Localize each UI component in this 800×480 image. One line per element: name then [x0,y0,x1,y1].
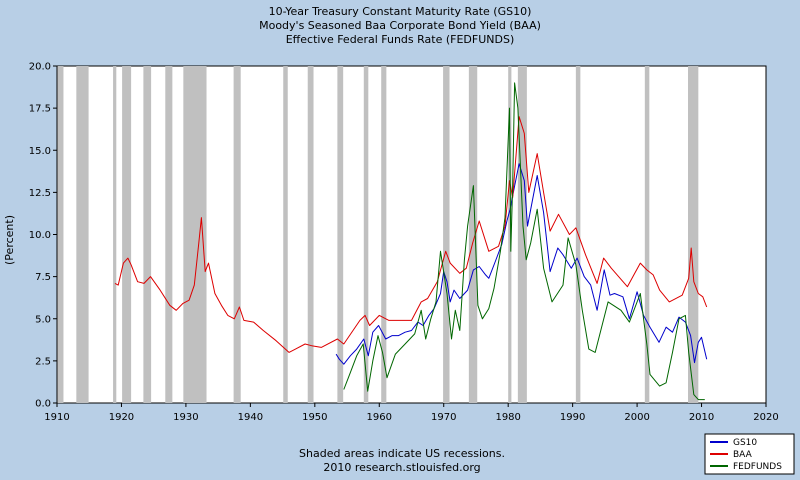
x-tick-label-1910: 1910 [44,412,69,423]
recession-band-2 [113,66,117,403]
y-tick-label-2.5: 2.5 [35,356,51,367]
recession-band-13 [443,66,450,403]
x-tick-label-1990: 1990 [560,412,585,423]
x-tick-label-2010: 2010 [689,412,714,423]
recession-band-1 [76,66,89,403]
footnote-line-2: 2010 research.stlouisfed.org [323,461,480,474]
x-tick-label-1950: 1950 [302,412,327,423]
y-tick-label-12.5: 12.5 [29,188,51,199]
recession-band-0 [57,66,64,403]
legend: GS10 BAA FEDFUNDS [704,433,795,475]
recession-band-12 [381,66,387,403]
chart-title-line-2: Moody's Seasoned Baa Corporate Bond Yiel… [259,19,541,32]
recession-band-6 [183,66,207,403]
y-tick-label-15.0: 15.0 [29,146,51,157]
series-lines [114,82,708,401]
recession-band-5 [165,66,173,403]
x-tick-label-1970: 1970 [431,412,456,423]
recession-band-9 [307,66,314,403]
series-line-fedfunds [343,82,705,401]
y-tick-label-20.0: 20.0 [29,62,51,73]
recession-band-16 [517,66,527,403]
x-tick-label-1940: 1940 [238,412,263,423]
plot-area [56,65,767,404]
y-tick-label-17.5: 17.5 [29,104,51,115]
recession-band-18 [644,66,650,403]
legend-label-gs10: GS10 [733,438,757,448]
recession-band-10 [337,66,344,403]
y-tick-label-7.5: 7.5 [35,272,51,283]
recession-band-7 [233,66,241,403]
y-tick-label-5.0: 5.0 [35,314,51,325]
recession-band-4 [143,66,152,403]
recession-band-19 [688,66,699,403]
recession-band-14 [468,66,478,403]
x-tick-label-1980: 1980 [495,412,520,423]
y-axis-label: (Percent) [3,215,16,265]
y-tick-label-10.0: 10.0 [29,230,51,241]
x-tick-label-1930: 1930 [173,412,198,423]
recession-band-3 [122,66,132,403]
y-tick-label-0.0: 0.0 [35,399,51,410]
series-line-baa [114,116,708,353]
axes: 1910 1920 1930 1940 1950 1960 1970 1980 1990 2000… [29,62,779,424]
x-tick-label-1960: 1960 [367,412,392,423]
x-tick-label-1920: 1920 [109,412,134,423]
recession-band-11 [363,66,369,403]
legend-label-fedfunds: FEDFUNDS [733,462,782,472]
footnote-line-1: Shaded areas indicate US recessions. [299,447,505,460]
recession-band-8 [283,66,288,403]
x-tick-label-2000: 2000 [624,412,649,423]
legend-label-baa: BAA [733,450,753,460]
chart-title-line-3: Effective Federal Funds Rate (FEDFUNDS) [286,33,515,46]
recession-band-15 [508,66,512,403]
x-tick-label-2020: 2020 [753,412,778,423]
chart-title-line-1: 10-Year Treasury Constant Maturity Rate … [269,5,532,18]
